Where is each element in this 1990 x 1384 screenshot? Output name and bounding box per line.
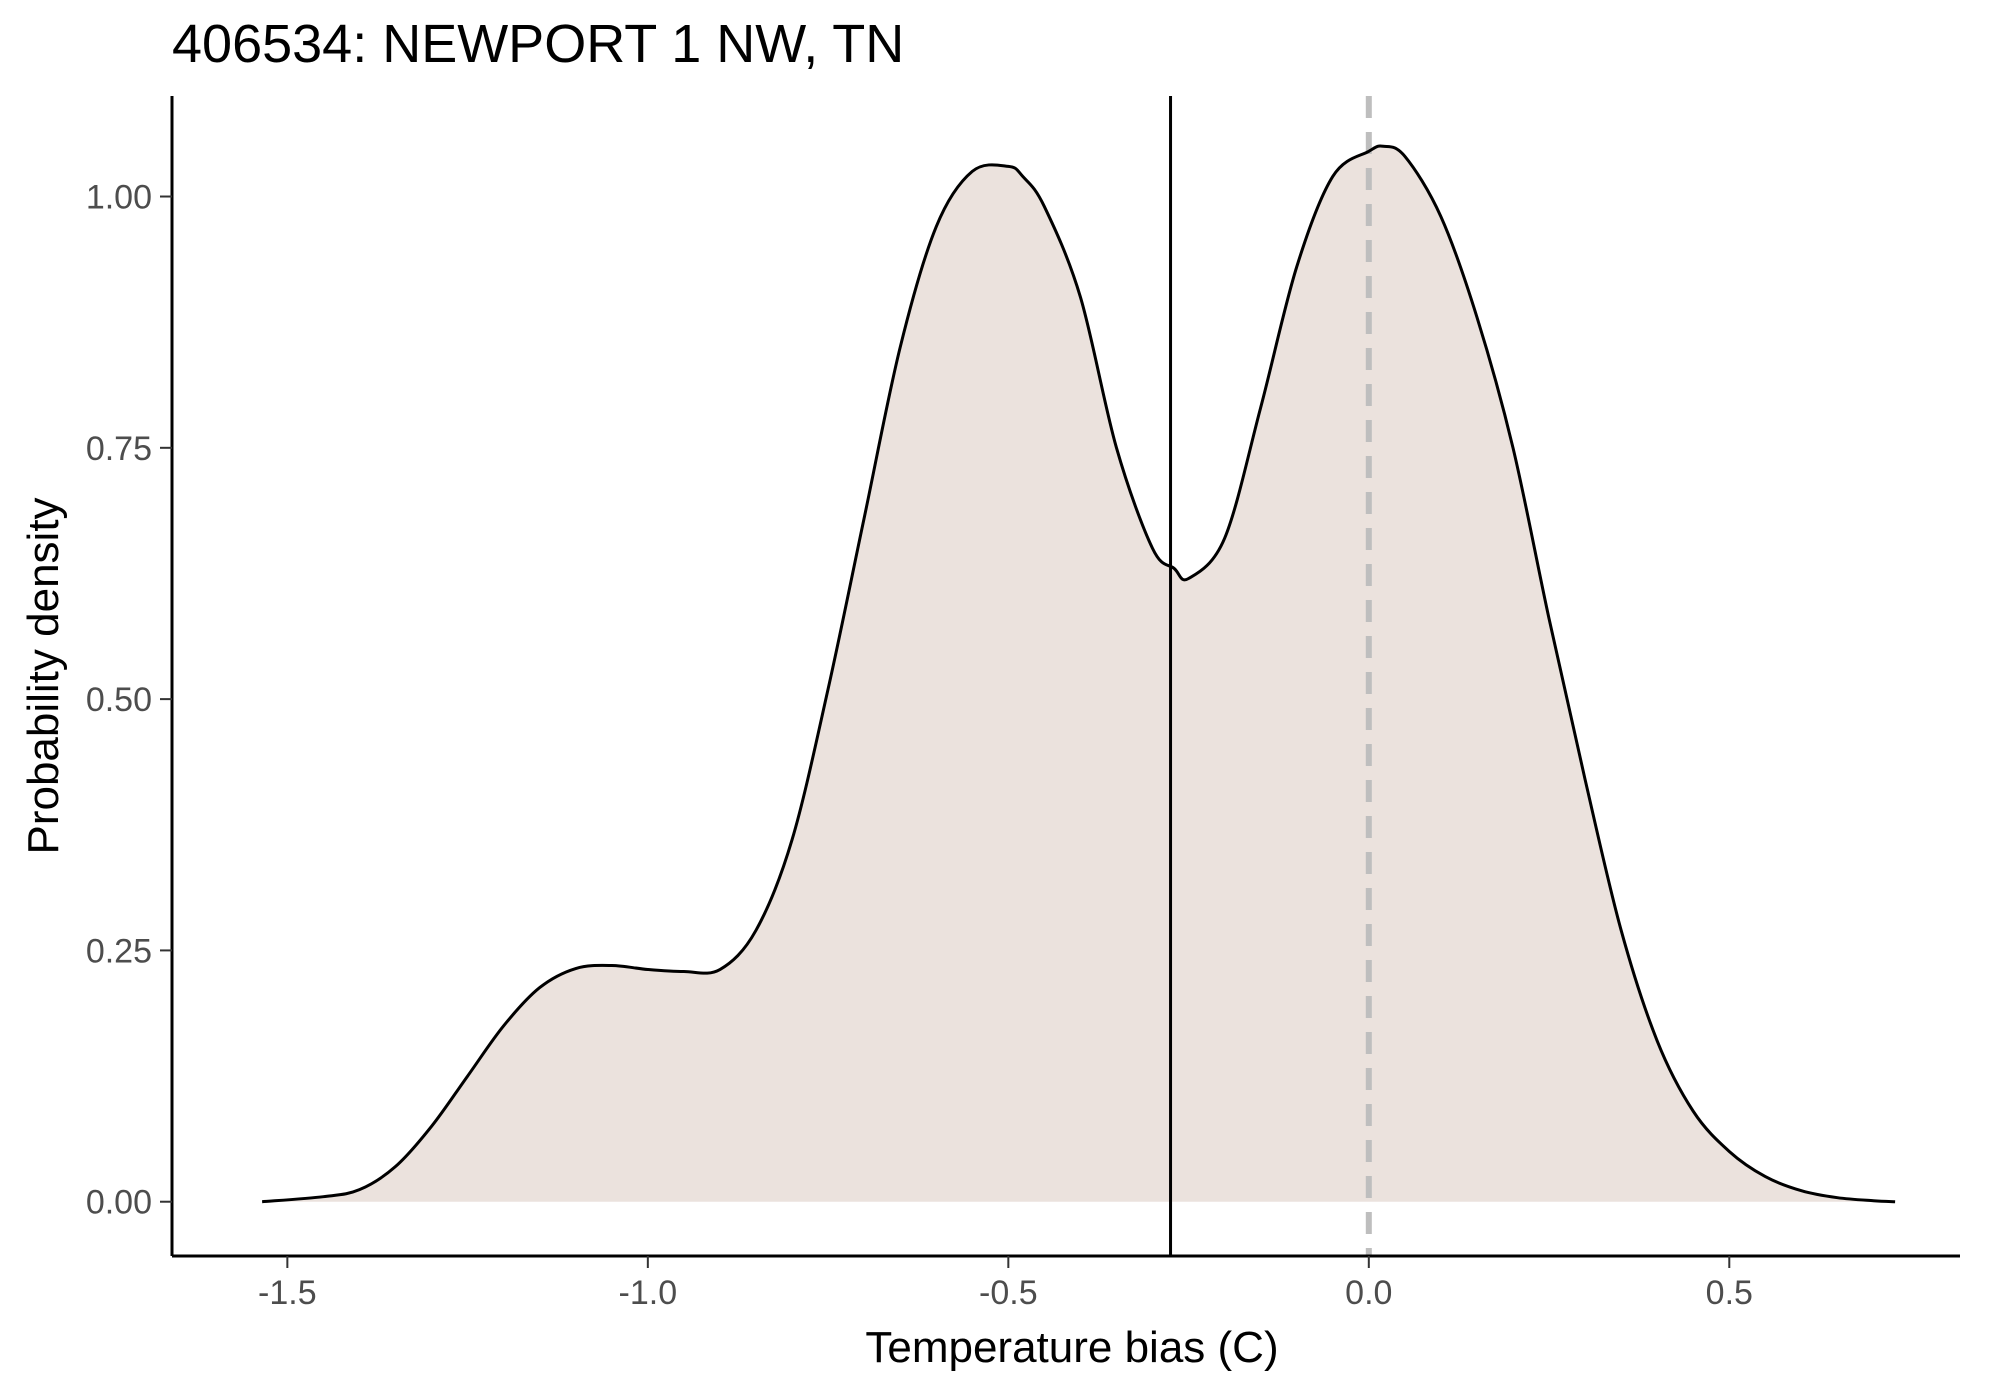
y-axis-label: Probability density [19,497,68,854]
density-area [262,145,1896,1202]
x-tick-label: -1.0 [619,1274,678,1312]
x-tick-label: 0.0 [1345,1274,1392,1312]
x-axis-label: Temperature bias (C) [865,1323,1278,1372]
x-tick-label: -0.5 [979,1274,1038,1312]
x-tick-label: -1.5 [258,1274,317,1312]
y-tick-label: 0.25 [86,932,152,970]
chart-title: 406534: NEWPORT 1 NW, TN [172,14,904,74]
y-tick-label: 0.00 [86,1184,152,1222]
density-line [261,144,1896,1204]
y-tick-label: 0.75 [86,430,152,468]
x-tick-label: 0.5 [1706,1274,1753,1312]
y-tick-label: 1.00 [86,179,152,217]
y-tick-label: 0.50 [86,681,152,719]
plot-area: -1.5 -1.0 -0.5 0.0 0.5 0.00 0.25 0.50 0.75 1.00 [86,96,1960,1312]
